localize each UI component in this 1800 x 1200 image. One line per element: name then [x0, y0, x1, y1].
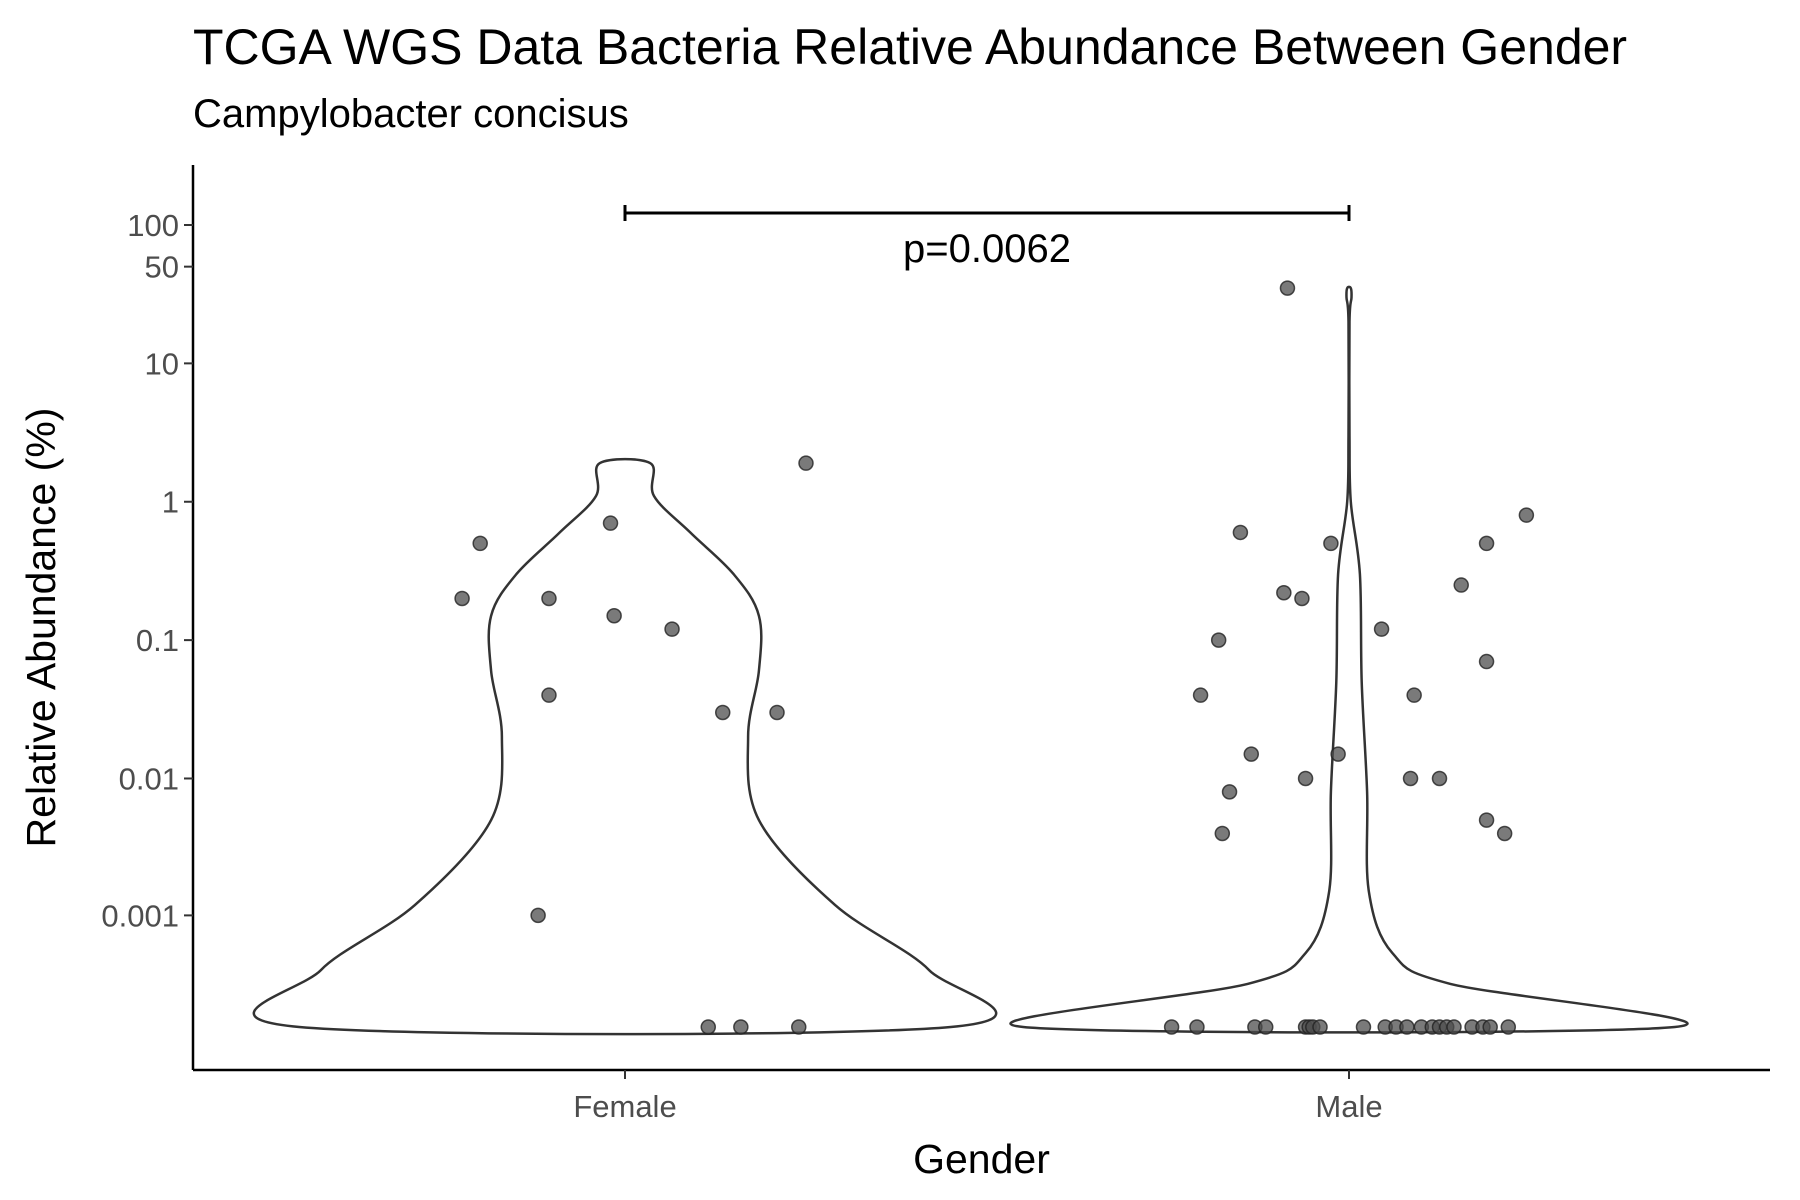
points-layer [454, 280, 1535, 1035]
significance-annotation: p=0.0062 [623, 205, 1351, 271]
data-point-male [1257, 1019, 1274, 1035]
data-point-male [1355, 1019, 1372, 1035]
data-point-female [664, 621, 680, 637]
data-point-male [1189, 1019, 1205, 1035]
violin-female [252, 457, 998, 1036]
y-tick-label: 100 [127, 208, 179, 243]
data-point-male [1210, 632, 1227, 648]
x-axis-title: Gender [913, 1136, 1050, 1182]
data-point-male [1294, 590, 1310, 607]
data-point-female [541, 590, 557, 607]
data-point-female [798, 455, 814, 471]
data-point-female [769, 704, 785, 721]
data-point-male [1496, 825, 1513, 842]
data-point-male [1431, 770, 1448, 787]
data-point-male [1500, 1019, 1517, 1035]
y-tick-label: 0.1 [136, 623, 179, 658]
data-point-female [791, 1019, 807, 1035]
data-point-male [1276, 584, 1292, 601]
data-point-male [1192, 687, 1209, 703]
axes-layer: 0.001 0.01 0.1 1 10 50 100 Female Male [101, 165, 1770, 1124]
data-point-male [1482, 1019, 1498, 1035]
data-point-female [700, 1019, 717, 1035]
data-point-male [1312, 1019, 1328, 1035]
data-point-male [1446, 1019, 1462, 1035]
data-point-female [530, 907, 546, 924]
data-point-male [1399, 1019, 1415, 1035]
y-tick-label: 0.001 [101, 898, 179, 933]
data-point-female [602, 515, 619, 531]
y-axis-title: Relative Abundance (%) [18, 408, 64, 848]
data-point-male [1163, 1019, 1180, 1035]
chart-subtitle: Campylobacter concisus [193, 92, 629, 136]
p-value-label: p=0.0062 [903, 227, 1071, 271]
data-point-female [714, 704, 731, 721]
data-point-male [1297, 770, 1314, 787]
data-point-male [1243, 746, 1260, 762]
x-tick-label: Female [573, 1089, 676, 1124]
data-point-male [1330, 746, 1346, 762]
data-point-male [1323, 535, 1339, 552]
data-point-male [1453, 577, 1469, 593]
data-point-male [1478, 653, 1495, 670]
data-point-female [606, 608, 622, 624]
data-point-male [1478, 535, 1495, 552]
y-tick-label: 0.01 [119, 761, 179, 796]
y-tick-label: 50 [145, 250, 179, 285]
x-tick-label: Male [1315, 1089, 1382, 1124]
data-point-female [733, 1019, 749, 1035]
y-tick-label: 10 [145, 346, 179, 381]
data-point-male [1214, 825, 1231, 842]
violins-layer [252, 285, 1689, 1036]
data-point-male [1406, 687, 1422, 703]
violin-male [1009, 285, 1689, 1034]
data-point-male [1478, 812, 1495, 828]
data-point-female [454, 590, 470, 607]
data-point-male [1279, 280, 1296, 296]
data-point-male [1518, 507, 1535, 523]
data-point-female [541, 687, 557, 703]
y-tick-label: 1 [162, 485, 179, 520]
data-point-male [1373, 621, 1390, 637]
data-point-male [1221, 784, 1238, 800]
data-point-female [472, 535, 488, 552]
data-point-male [1232, 524, 1249, 541]
chart-title: TCGA WGS Data Bacteria Relative Abundanc… [193, 19, 1628, 75]
data-point-male [1402, 770, 1419, 787]
